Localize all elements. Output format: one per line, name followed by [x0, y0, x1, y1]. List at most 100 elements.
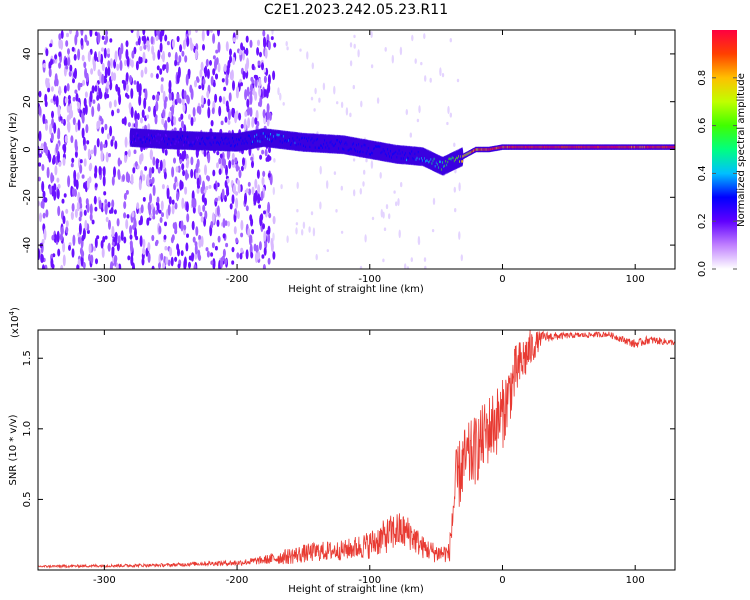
spectrum-noise-cell: [257, 60, 261, 66]
spectrum-noise-cell: [267, 172, 271, 178]
spectrum-noise-cell: [113, 99, 117, 108]
spectrum-noise-cell: [237, 183, 241, 194]
spectrum-noise-cell: [259, 214, 263, 220]
spectrum-noise-cell: [181, 197, 185, 209]
spectrum-noise-cell: [310, 211, 314, 216]
spectrum-noise-cell: [111, 176, 115, 186]
spectrum-noise-cell: [152, 215, 156, 220]
spectrum-noise-cell: [142, 174, 146, 181]
spectrum-noise-cell: [370, 31, 373, 38]
spectrum-noise-cell: [144, 88, 148, 101]
spectrum-noise-cell: [186, 36, 190, 47]
spectrum-noise-cell: [150, 36, 154, 45]
spectrum-noise-cell: [94, 206, 98, 212]
spectrum-noise-cell: [353, 34, 356, 39]
spectrum-noise-cell: [152, 94, 156, 101]
spectrum-noise-cell: [131, 211, 135, 218]
spectrum-noise-cell: [198, 254, 202, 261]
spectrum-noise-cell: [235, 197, 239, 209]
spectrum-noise-cell: [238, 169, 242, 179]
spectrum-noise-cell: [228, 160, 232, 169]
spectrum-noise-cell: [134, 161, 138, 168]
spectrum-noise-cell: [58, 161, 62, 167]
spectrum-noise-cell: [353, 43, 356, 49]
spectrum-noise-cell: [123, 192, 127, 201]
spectrum-noise-cell: [251, 79, 255, 84]
spectrum-noise-cell: [416, 118, 420, 123]
spectrum-noise-cell: [113, 72, 117, 81]
spectrum-noise-cell: [133, 149, 137, 155]
spectrum-noise-cell: [206, 68, 210, 79]
spectrum-noise-cell: [441, 73, 445, 78]
spectrum-noise-cell: [96, 138, 100, 148]
spectrum-noise-cell: [400, 182, 403, 188]
spectrum-noise-cell: [130, 30, 134, 34]
spectrum-noise-cell: [147, 201, 151, 212]
spectrum-noise-cell: [214, 93, 218, 103]
spectrum-noise-cell: [130, 106, 134, 119]
spectrum-noise-cell: [156, 201, 160, 213]
spectrum-noise-cell: [132, 224, 135, 230]
spectrum-noise-cell: [207, 152, 211, 164]
spectrum-noise-cell: [215, 73, 218, 79]
spectrum-noise-cell: [138, 83, 142, 93]
spectrum-noise-cell: [75, 93, 79, 102]
spectrum-noise-cell: [149, 193, 152, 204]
spectrum-noise-cell: [62, 215, 66, 225]
spectrum-noise-cell: [149, 178, 152, 184]
spectrum-noise-cell: [108, 219, 111, 230]
spectrum-noise-cell: [146, 114, 150, 119]
spectrum-noise-cell: [224, 116, 228, 123]
spectrum-noise-cell: [245, 47, 249, 56]
spectrum-noise-cell: [101, 73, 105, 85]
spectrum-noise-cell: [127, 255, 131, 261]
spectrum-noise-cell: [80, 30, 84, 36]
spectrum-noise-cell: [190, 168, 194, 179]
spectrum-noise-cell: [72, 234, 76, 246]
spectrum-noise-cell: [138, 56, 142, 65]
spectrum-noise-cell: [202, 78, 206, 85]
spectrum-noise-cell: [160, 252, 164, 261]
spectrum-noise-cell: [233, 184, 236, 195]
spectrum-noise-cell: [217, 235, 221, 243]
spectrum-noise-cell: [353, 189, 356, 197]
spectrum-y-tick-label: 40: [22, 48, 33, 61]
spectrum-noise-cell: [104, 91, 108, 100]
spectrum-noise-cell: [186, 94, 190, 104]
spectrum-noise-cell: [198, 85, 202, 90]
colorbar: 0.0 0.2 0.4 0.6 0.8 Normalized spectral ampl…: [697, 30, 747, 277]
spectrum-noise-cell: [74, 139, 78, 151]
spectrum-noise-cell: [196, 177, 200, 188]
spectrum-noise-cell: [258, 86, 262, 97]
spectrum-noise-cell: [234, 157, 238, 164]
spectrum-noise-cell: [181, 97, 185, 107]
spectrum-noise-cell: [235, 237, 239, 244]
spectrum-noise-cell: [210, 260, 214, 265]
spectrum-noise-cell: [167, 204, 171, 216]
spectrum-noise-cell: [54, 165, 58, 176]
spectrum-noise-cell: [261, 254, 265, 259]
spectrum-noise-cell: [49, 185, 53, 195]
spectrum-noise-cell: [130, 241, 133, 254]
spectrum-noise-cell: [198, 105, 202, 115]
spectrum-noise-cell: [224, 195, 227, 202]
spectrum-noise-cell: [107, 47, 110, 55]
spectrum-noise-cell: [418, 105, 421, 114]
spectrum-noise-cell: [116, 63, 120, 71]
snr-y-tick-label: 1.5: [22, 350, 33, 366]
spectrum-noise-cell: [191, 252, 195, 260]
spectrum-noise-cell: [165, 61, 169, 74]
spectrum-noise-cell: [336, 101, 339, 105]
spectrum-noise-cell: [70, 212, 74, 220]
spectrum-noise-cell: [127, 122, 131, 128]
spectrum-noise-cell: [50, 86, 54, 92]
spectrum-noise-cell: [223, 86, 227, 92]
spectrum-noise-cell: [183, 90, 187, 100]
spectrum-noise-cell: [147, 106, 151, 113]
spectrum-noise-cell: [262, 170, 266, 177]
spectrum-noise-cell: [244, 192, 247, 205]
spectrum-heatmap: [38, 30, 675, 269]
spectrum-noise-cell: [256, 169, 260, 179]
spectrum-noise-cell: [267, 40, 271, 51]
spectrum-y-ticks: -40 -20 0 20 40: [22, 48, 675, 253]
